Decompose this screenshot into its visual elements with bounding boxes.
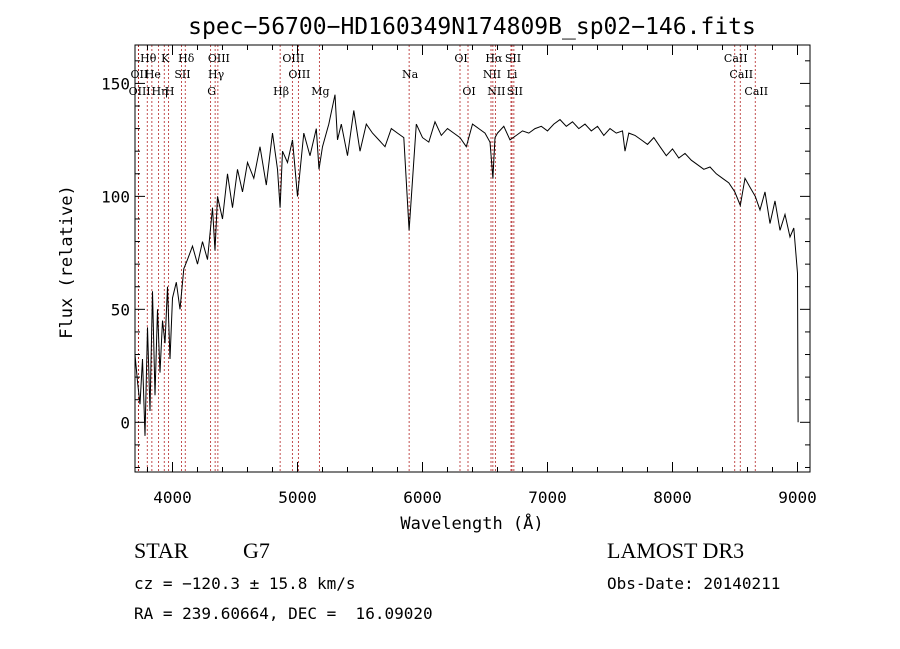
- y-axis-ticks: 0 50 100 150: [101, 60, 810, 468]
- observation-date: Obs-Date: 20140211: [607, 574, 781, 593]
- line-marker-label-20: NII: [483, 68, 501, 81]
- y-tick-label-0: 0: [120, 413, 130, 432]
- x-axis-ticks: 4000 5000 6000 7000 8000 9000: [147, 45, 817, 507]
- x-tick-label-7000: 7000: [528, 488, 567, 507]
- line-marker-label-10: Hγ: [208, 68, 225, 81]
- survey-name: LAMOST DR3: [607, 538, 745, 563]
- line-marker-label-18: OI: [462, 85, 475, 98]
- line-marker-label-12: Hβ: [273, 85, 289, 98]
- line-markers: [137, 45, 756, 472]
- redshift-velocity: cz = −120.3 ± 15.8 km/s: [134, 574, 356, 593]
- y-tick-label-150: 150: [101, 74, 130, 93]
- line-marker-label-8: Hδ: [178, 52, 195, 65]
- line-marker-label-5: K: [161, 52, 170, 65]
- line-marker-label-24: SII: [507, 85, 523, 98]
- line-marker-label-21: NII: [487, 85, 505, 98]
- x-tick-label-5000: 5000: [278, 488, 317, 507]
- line-marker-label-2: OIII: [129, 85, 151, 98]
- x-tick-label-8000: 8000: [653, 488, 692, 507]
- line-marker-label-14: OIII: [288, 68, 310, 81]
- x-tick-label-4000: 4000: [153, 488, 192, 507]
- line-marker-label-22: SII: [505, 52, 521, 65]
- line-marker-label-4: Hη: [152, 85, 168, 98]
- spectral-subclass: G7: [243, 538, 270, 563]
- line-marker-label-0: Hθ: [140, 52, 157, 65]
- coordinates: RA = 239.60664, DEC = 16.09020: [134, 604, 433, 623]
- y-axis-label: Flux (relative): [57, 185, 77, 339]
- line-marker-label-9: OIII: [208, 52, 230, 65]
- spectral-class: STAR: [134, 538, 189, 563]
- line-marker-label-16: Na: [402, 68, 419, 81]
- x-axis-label: Wavelength (Å): [400, 512, 543, 534]
- line-marker-label-6: H: [165, 85, 175, 98]
- line-marker-label-27: CaII: [744, 85, 768, 98]
- line-marker-label-13: OIII: [282, 52, 304, 65]
- line-marker-label-3: He: [145, 68, 161, 81]
- line-marker-label-25: CaII: [724, 52, 748, 65]
- spectrum-line: [134, 94, 799, 436]
- y-tick-label-100: 100: [101, 187, 130, 206]
- x-tick-label-6000: 6000: [403, 488, 442, 507]
- line-marker-label-23: Li: [507, 68, 518, 81]
- line-marker-label-11: G: [207, 85, 216, 98]
- line-marker-label-19: Hα: [485, 52, 503, 65]
- plot-frame: [134, 44, 811, 473]
- y-tick-label-50: 50: [111, 300, 130, 319]
- line-marker-label-17: OI: [454, 52, 467, 65]
- x-tick-label-9000: 9000: [778, 488, 817, 507]
- line-marker-label-7: SII: [174, 68, 190, 81]
- line-marker-label-15: Mg: [311, 85, 329, 98]
- line-marker-label-26: CaII: [729, 68, 753, 81]
- chart-title: spec−56700−HD160349N174809B_sp02−146.fit…: [188, 14, 756, 40]
